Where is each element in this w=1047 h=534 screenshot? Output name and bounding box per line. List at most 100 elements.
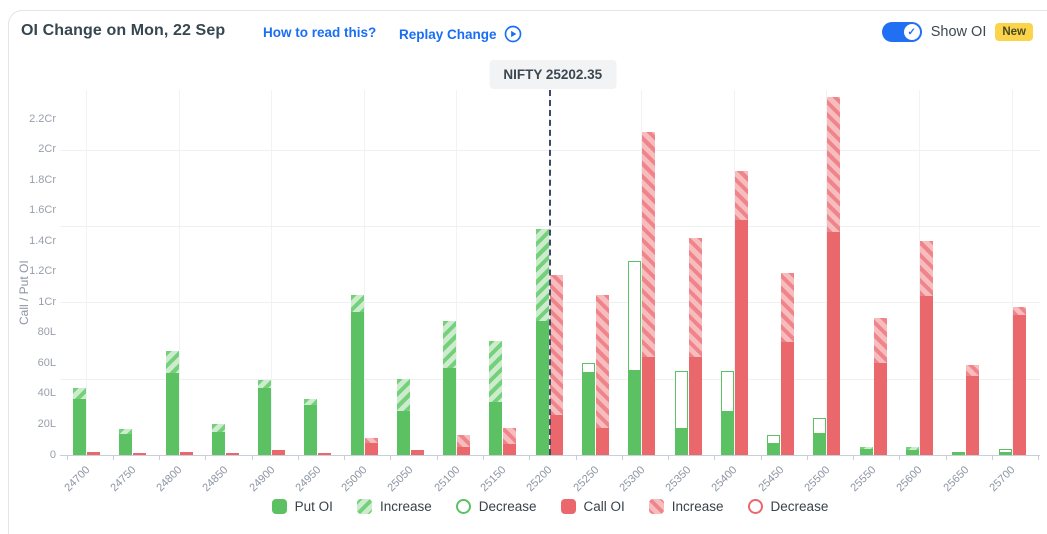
x-axis-tick (344, 456, 346, 460)
toggle-check-icon: ✓ (903, 24, 920, 40)
put-oi-segment (350, 311, 364, 455)
call-oi-segment (734, 220, 748, 455)
y-tick-label: 60L (37, 356, 56, 369)
bar-call-24800[interactable] (179, 451, 193, 455)
legend-item-decrease[interactable]: Decrease (747, 499, 828, 514)
bar-put-24800[interactable] (165, 351, 179, 455)
call-increase-segment (642, 131, 656, 358)
bar-put-24700[interactable] (73, 387, 86, 455)
vertical-gridline (86, 90, 87, 455)
legend-item-label: Increase (379, 499, 432, 514)
replay-change-button[interactable]: Replay Change (399, 25, 522, 43)
legend-item-decrease[interactable]: Decrease (455, 499, 537, 514)
put-oi-segment (258, 387, 272, 455)
legend-swatch-icon (455, 499, 471, 514)
call-oi-segment (225, 453, 239, 455)
bar-call-25650[interactable] (966, 364, 980, 455)
bar-put-25600[interactable] (905, 447, 919, 455)
x-axis-tick (806, 456, 808, 460)
bar-call-24850[interactable] (225, 453, 239, 455)
bar-put-25200[interactable] (535, 229, 549, 455)
show-oi-toggle[interactable]: ✓ (881, 22, 922, 42)
bar-put-25050[interactable] (396, 378, 410, 455)
bar-put-24850[interactable] (211, 424, 225, 455)
bar-call-24700[interactable] (87, 451, 100, 455)
put-oi-segment (674, 429, 688, 455)
bar-put-25150[interactable] (489, 340, 503, 455)
x-axis-tick (66, 456, 68, 460)
put-oi-segment (535, 320, 549, 455)
call-oi-segment (364, 442, 378, 455)
call-oi-segment (410, 450, 424, 455)
call-oi-segment (318, 452, 332, 455)
bar-call-25050[interactable] (410, 450, 424, 455)
call-oi-segment (596, 427, 610, 455)
legend-item-label: Decrease (478, 499, 537, 514)
bar-put-25350[interactable] (674, 371, 688, 455)
bar-call-25200[interactable] (549, 274, 563, 455)
oi-change-card: OI Change on Mon, 22 Sep How to read thi… (8, 10, 1047, 534)
bar-put-25550[interactable] (859, 447, 873, 455)
call-oi-segment (688, 357, 702, 455)
call-increase-segment (364, 438, 378, 443)
put-oi-segment (582, 372, 596, 455)
bar-call-25600[interactable] (919, 241, 933, 455)
put-increase-segment (489, 340, 503, 402)
bar-call-25300[interactable] (642, 131, 656, 455)
legend-swatch-icon (271, 499, 287, 514)
bar-put-25250[interactable] (582, 363, 596, 455)
bar-call-25150[interactable] (503, 427, 517, 455)
bar-put-25100[interactable] (443, 320, 457, 455)
put-oi-segment (720, 412, 734, 455)
bar-call-24950[interactable] (318, 452, 332, 455)
put-oi-segment (905, 450, 919, 455)
legend-item-increase[interactable]: Increase (356, 499, 432, 514)
replay-change-label: Replay Change (399, 26, 497, 42)
bar-put-24750[interactable] (119, 429, 133, 455)
bar-call-25350[interactable] (688, 238, 702, 455)
bar-call-25400[interactable] (734, 171, 748, 455)
x-axis-tick (945, 456, 947, 460)
legend-item-call-oi[interactable]: Call OI (560, 499, 625, 514)
play-icon (504, 25, 521, 43)
call-oi-segment (873, 363, 887, 455)
x-axis-tick (853, 456, 855, 460)
call-oi-segment (457, 447, 471, 455)
bar-put-25400[interactable] (720, 371, 734, 455)
put-increase-segment (211, 424, 225, 433)
put-increase-segment (905, 447, 919, 451)
y-tick-label: 0 (49, 448, 56, 461)
bar-put-25650[interactable] (952, 451, 966, 455)
bar-call-25250[interactable] (596, 294, 610, 455)
put-oi-segment (767, 444, 781, 455)
bar-put-25450[interactable] (767, 435, 781, 455)
put-increase-segment (258, 380, 272, 388)
bar-put-25300[interactable] (628, 261, 642, 455)
y-tick-label: 20L (37, 417, 56, 430)
x-axis-tick (621, 456, 623, 460)
x-axis-tick (159, 456, 161, 460)
call-oi-segment (827, 232, 841, 455)
bar-put-25000[interactable] (350, 294, 364, 455)
bar-call-25700[interactable] (1012, 307, 1026, 455)
bar-call-25000[interactable] (364, 438, 378, 455)
bar-call-25450[interactable] (781, 273, 795, 455)
bar-put-24950[interactable] (304, 398, 318, 455)
put-decrease-segment (582, 363, 596, 373)
bar-put-25500[interactable] (813, 418, 827, 455)
bar-call-25100[interactable] (457, 435, 471, 455)
bar-call-24750[interactable] (133, 453, 147, 455)
bar-put-24900[interactable] (258, 380, 272, 455)
bar-call-25550[interactable] (873, 317, 887, 455)
x-axis-tick (760, 456, 762, 460)
legend-swatch-icon (747, 499, 763, 514)
legend-item-put-oi[interactable]: Put OI (271, 499, 333, 514)
legend-item-increase[interactable]: Increase (648, 499, 724, 514)
bar-call-25500[interactable] (827, 96, 841, 455)
bar-put-25700[interactable] (998, 448, 1012, 455)
y-tick-label: 2.2Cr (29, 112, 56, 125)
call-oi-segment (919, 296, 933, 455)
how-to-read-link[interactable]: How to read this? (263, 25, 377, 40)
put-oi-segment (119, 433, 133, 455)
bar-call-24900[interactable] (272, 450, 286, 455)
